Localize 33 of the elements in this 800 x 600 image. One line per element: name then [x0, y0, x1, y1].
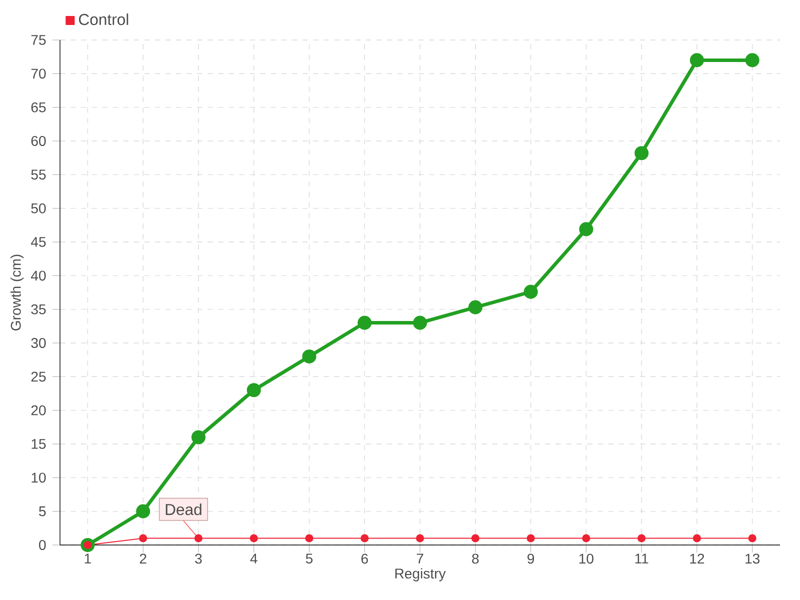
- y-tick-label: 0: [39, 540, 46, 550]
- x-tick-label: 6: [361, 554, 368, 564]
- y-tick-label: 65: [31, 102, 46, 112]
- x-tick-label: 7: [416, 554, 424, 564]
- y-tick-label: 35: [31, 304, 46, 314]
- y-tick-label: 50: [31, 203, 46, 214]
- x-tick-label: 3: [195, 554, 202, 564]
- y-tick-label: 15: [32, 439, 46, 449]
- x-tick-label: 2: [140, 554, 146, 564]
- x-tick-label: 8: [472, 554, 479, 564]
- x-axis-title: Registry: [395, 568, 446, 582]
- x-tick-label: 4: [250, 554, 258, 564]
- y-tick-label: 10: [32, 472, 46, 483]
- x-tick-label: 12: [690, 554, 704, 564]
- y-tick-label: 20: [31, 405, 46, 416]
- y-tick-label: 70: [31, 68, 46, 79]
- y-tick-label: 25: [31, 372, 46, 382]
- y-tick-label: 55: [31, 170, 46, 180]
- y-tick-label: 40: [30, 270, 46, 281]
- annotation: Dead: [166, 504, 202, 516]
- x-tick-label: 10: [579, 554, 594, 564]
- y-tick-label: 75: [31, 35, 46, 45]
- y-tick-label: 45: [30, 237, 46, 247]
- y-tick-label: 30: [31, 338, 46, 348]
- x-tick-label: 9: [528, 554, 534, 564]
- x-tick-label: 5: [306, 554, 313, 564]
- x-tick-label: 11: [635, 554, 648, 564]
- y-axis-title: Growth (cm): [10, 254, 24, 330]
- x-tick-label: 13: [746, 554, 760, 564]
- legend-label: Control: [78, 13, 128, 26]
- y-tick-label: 60: [31, 136, 46, 146]
- y-tick-label: 5: [39, 506, 46, 516]
- x-tick-label: 1: [84, 554, 91, 564]
